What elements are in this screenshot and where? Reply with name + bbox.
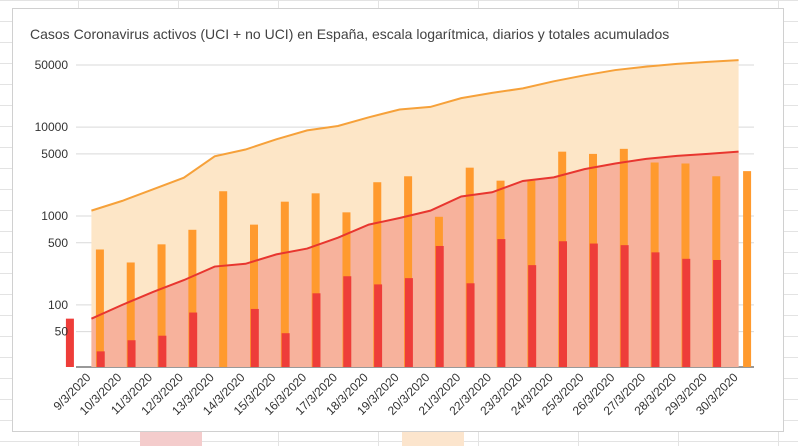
- bar-daily[interactable]: [95, 249, 104, 367]
- bar-new-active[interactable]: [158, 335, 167, 367]
- bar-new-active[interactable]: [65, 318, 74, 367]
- bar-daily[interactable]: [126, 262, 135, 367]
- y-tick-label: 5000: [41, 147, 68, 161]
- bar-daily[interactable]: [280, 201, 289, 367]
- selected-column-highlight: [140, 432, 202, 446]
- bar-new-active[interactable]: [96, 351, 105, 367]
- bar-daily[interactable]: [219, 191, 228, 367]
- line-active-cases: [91, 150, 739, 320]
- bar-daily[interactable]: [157, 244, 166, 367]
- bar-new-active[interactable]: [281, 333, 290, 367]
- bar-daily[interactable]: [743, 171, 752, 367]
- bar-new-active[interactable]: [404, 278, 413, 367]
- bar-new-active[interactable]: [435, 245, 444, 367]
- y-tick-label: 50000: [35, 58, 69, 72]
- bar-new-active[interactable]: [374, 284, 383, 367]
- bar-new-active[interactable]: [620, 245, 629, 367]
- bar-daily[interactable]: [404, 176, 413, 367]
- y-tick-label: 1000: [41, 209, 68, 223]
- y-tick-label: 100: [48, 298, 68, 312]
- bar-new-active[interactable]: [127, 340, 136, 367]
- bar-daily[interactable]: [373, 182, 382, 367]
- bar-daily[interactable]: [311, 193, 320, 367]
- bar-new-active[interactable]: [713, 259, 722, 367]
- bar-new-active[interactable]: [497, 239, 506, 367]
- bar-daily[interactable]: [250, 224, 258, 367]
- y-tick-label: 10000: [35, 120, 69, 134]
- bar-new-active[interactable]: [682, 258, 691, 367]
- bar-new-active[interactable]: [528, 265, 537, 367]
- bar-new-active[interactable]: [312, 293, 321, 367]
- y-tick-label: 500: [48, 236, 68, 250]
- bar-new-active[interactable]: [189, 312, 198, 367]
- bar-new-active[interactable]: [250, 308, 259, 367]
- line-total-accumulated: [91, 59, 739, 212]
- bar-new-active[interactable]: [343, 276, 352, 367]
- y-tick-label: 50: [55, 325, 69, 339]
- bar-new-active[interactable]: [651, 252, 660, 367]
- bar-new-active[interactable]: [466, 283, 475, 367]
- selected-column-highlight-2: [402, 432, 464, 446]
- bar-daily[interactable]: [188, 229, 197, 367]
- bar-new-active[interactable]: [559, 241, 567, 367]
- chart-title: Casos Coronavirus activos (UCI + no UCI)…: [30, 26, 670, 42]
- bar-daily[interactable]: [465, 167, 474, 367]
- bar-new-active[interactable]: [589, 243, 598, 367]
